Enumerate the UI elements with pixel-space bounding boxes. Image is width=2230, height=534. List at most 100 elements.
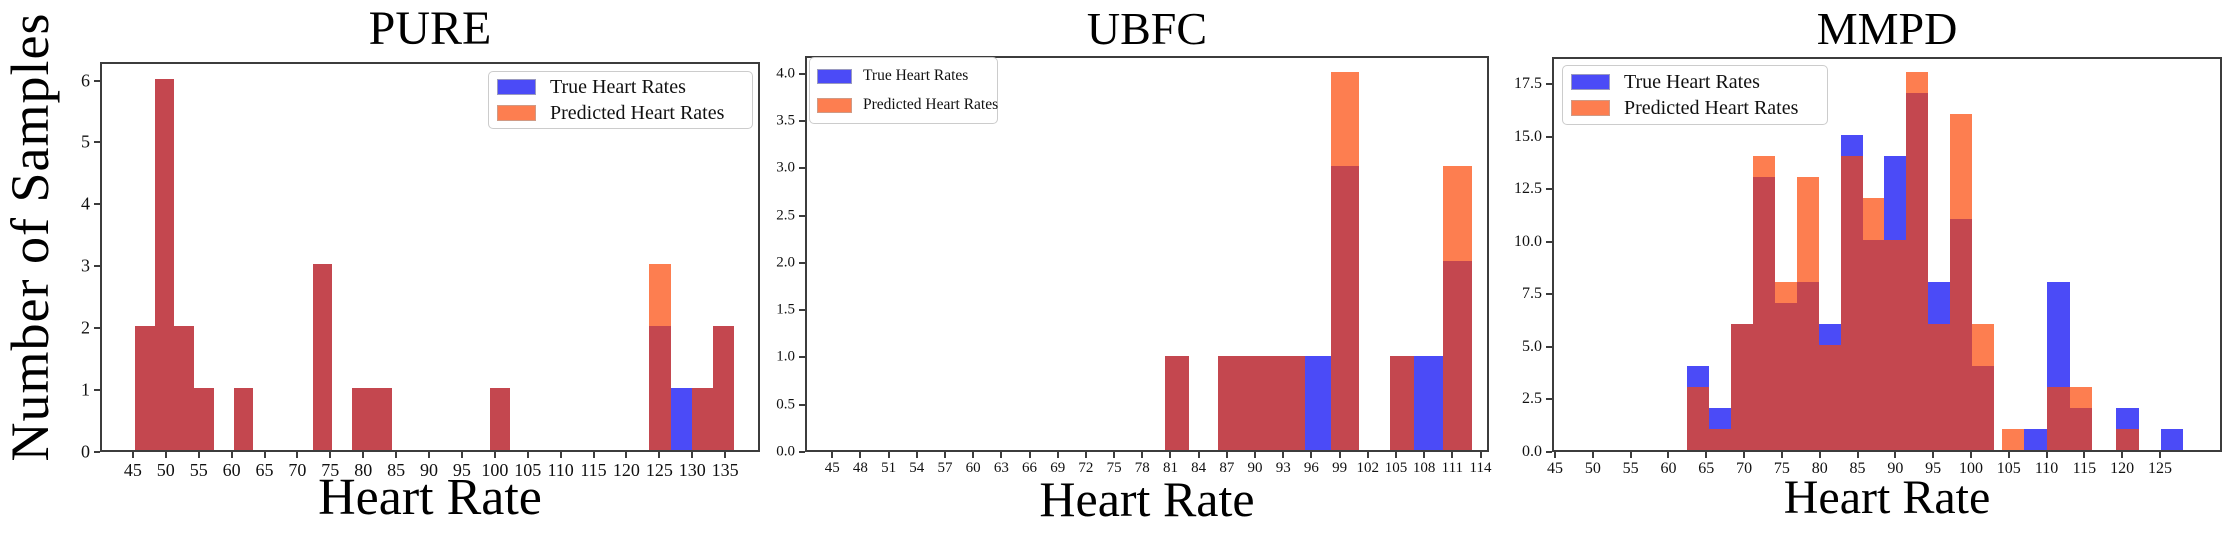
y-tick-mark [799, 356, 805, 359]
x-tick-mark [887, 452, 890, 458]
x-tick-mark [1932, 452, 1935, 458]
x-tick-mark [230, 452, 233, 458]
x-tick-mark [2007, 452, 2010, 458]
x-tick-label: 78 [1134, 460, 1150, 476]
x-tick-label: 50 [1584, 460, 1601, 477]
histogram-bar-overlap [1862, 239, 1885, 450]
y-tick-mark [799, 167, 805, 170]
x-tick-label: 135 [711, 460, 739, 480]
x-tick-label: 100 [1958, 460, 1983, 477]
x-tick-label: 75 [321, 460, 340, 480]
x-tick-label: 96 [1303, 460, 1319, 476]
histogram-bar-overlap [1217, 355, 1247, 450]
x-tick-mark [1141, 452, 1144, 458]
x-tick-label: 100 [481, 460, 509, 480]
histogram-bar-true [2047, 281, 2070, 387]
histogram-bar-overlap [1972, 365, 1995, 450]
y-tick-label: 1.5 [776, 301, 795, 318]
histogram-bar-pred [1906, 71, 1929, 93]
x-tick-mark [395, 452, 398, 458]
y-tick-label: 0.0 [776, 443, 795, 460]
x-tick-mark [972, 452, 975, 458]
x-tick-mark [625, 452, 628, 458]
histogram-bar-overlap [2047, 386, 2070, 450]
x-tick-label: 80 [354, 460, 373, 480]
x-tick-label: 55 [189, 460, 208, 480]
x-tick-label: 72 [1078, 460, 1094, 476]
x-tick-label: 115 [580, 460, 607, 480]
histogram-bar-overlap [312, 264, 333, 450]
y-tick-label: 5 [81, 131, 90, 152]
histogram-bar-true [1928, 281, 1951, 324]
legend-label: Predicted Heart Rates [863, 96, 999, 113]
y-tick-mark [799, 403, 805, 406]
x-tick-mark [1028, 452, 1031, 458]
x-tick-mark [1366, 452, 1369, 458]
histogram-bar-overlap [194, 388, 214, 450]
x-tick-mark [164, 452, 167, 458]
histogram-bar-true [2115, 408, 2139, 429]
x-tick-label: 69 [1050, 460, 1066, 476]
plot-area [805, 56, 1489, 452]
x-tick-mark [859, 452, 862, 458]
histogram-bar-overlap [2115, 429, 2139, 450]
legend-row: True Heart Rates [489, 74, 752, 100]
y-tick-label: 7.5 [1522, 285, 1542, 303]
y-tick-label: 12.5 [1514, 180, 1542, 198]
x-tick-mark [1423, 452, 1426, 458]
legend-swatch-pred [497, 105, 536, 121]
histogram-bar-overlap [233, 388, 254, 450]
legend-label: Predicted Heart Rates [1624, 96, 1799, 119]
legend-label: True Heart Rates [1624, 70, 1760, 93]
histogram-bar-true [1304, 355, 1332, 450]
x-tick-label: 57 [937, 460, 953, 476]
histogram-bar-overlap [1687, 386, 1709, 450]
legend-row: Predicted Heart Rates [810, 91, 999, 120]
x-tick-label: 51 [881, 460, 897, 476]
x-tick-label: 60 [222, 460, 241, 480]
x-tick-label: 105 [514, 460, 542, 480]
x-tick-mark [1169, 452, 1172, 458]
y-tick-mark [94, 451, 100, 453]
x-tick-label: 60 [965, 460, 981, 476]
x-tick-mark [1310, 452, 1313, 458]
x-tick-mark [493, 452, 496, 458]
x-tick-mark [2045, 452, 2048, 458]
x-tick-mark [1225, 452, 1228, 458]
histogram-bar-overlap [649, 326, 671, 450]
x-tick-label: 75 [1773, 460, 1790, 477]
histogram-bar-true [1687, 365, 1709, 387]
x-tick-mark [362, 452, 365, 458]
x-tick-mark [831, 452, 834, 458]
histogram-bar-overlap [1164, 355, 1190, 450]
x-tick-mark [1254, 452, 1257, 458]
x-tick-label: 125 [645, 460, 673, 480]
histogram-bar-pred [1972, 323, 1995, 366]
histogram-bar-overlap [1818, 344, 1841, 450]
histogram-bar-pred [2002, 429, 2025, 450]
legend: True Heart Rates Predicted Heart Rates [488, 71, 753, 129]
legend-row: Predicted Heart Rates [489, 100, 752, 126]
y-tick-label: 4 [81, 193, 90, 214]
x-tick-label: 66 [1022, 460, 1038, 476]
x-tick-label: 60 [1660, 460, 1677, 477]
histogram-bar-true [670, 388, 692, 450]
x-tick-label: 93 [1275, 460, 1291, 476]
histogram-bar-overlap [371, 388, 392, 450]
histogram-bar-overlap [1928, 323, 1951, 450]
x-tick-label: 120 [2110, 460, 2135, 477]
histogram-bar-overlap [1774, 302, 1797, 450]
y-tick-label: 1.0 [776, 348, 795, 365]
y-tick-mark [94, 389, 100, 392]
x-tick-mark [1479, 452, 1482, 458]
histogram-bar-true [1884, 155, 1907, 240]
y-tick-mark [799, 120, 805, 123]
histogram-bar-overlap [352, 388, 372, 450]
y-tick-label: 3.0 [776, 159, 795, 176]
y-tick-mark [94, 141, 100, 144]
panel-title: UBFC [1086, 3, 1208, 54]
x-tick-mark [1591, 452, 1594, 458]
histogram-bar-pred [1752, 155, 1775, 177]
x-tick-label: 65 [255, 460, 274, 480]
